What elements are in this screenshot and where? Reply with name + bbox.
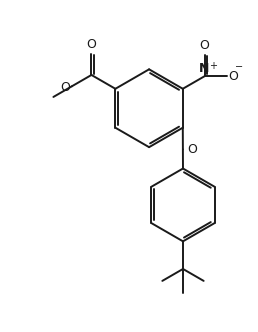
Text: +: + xyxy=(209,61,217,71)
Text: O: O xyxy=(86,38,96,50)
Text: O: O xyxy=(200,39,209,52)
Text: O: O xyxy=(228,70,238,83)
Text: −: − xyxy=(235,62,243,72)
Text: O: O xyxy=(60,81,70,94)
Text: O: O xyxy=(187,143,197,156)
Text: N: N xyxy=(199,62,210,75)
